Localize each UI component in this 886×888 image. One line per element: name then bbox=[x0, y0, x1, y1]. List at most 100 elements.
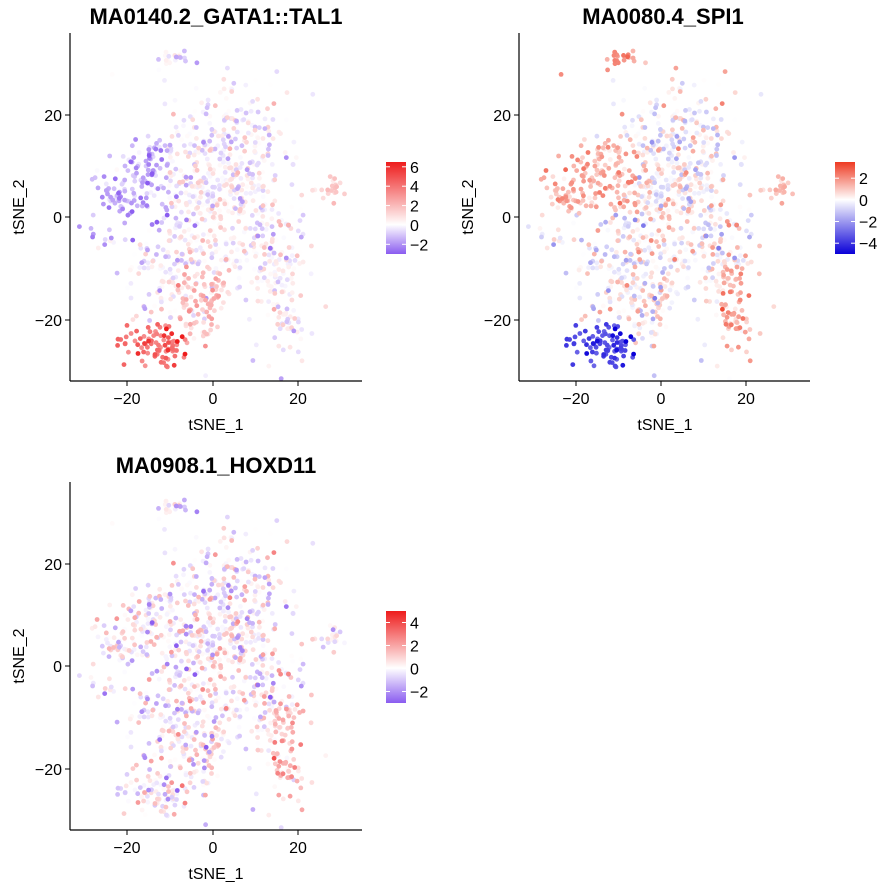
scatter-point bbox=[243, 559, 249, 565]
scatter-point bbox=[272, 647, 278, 653]
scatter-point bbox=[143, 644, 149, 650]
scatter-point bbox=[703, 291, 709, 297]
scatter-point bbox=[267, 531, 273, 537]
scatter-point bbox=[227, 146, 233, 152]
scatter-point bbox=[256, 574, 262, 579]
scatter-point bbox=[218, 706, 224, 712]
scatter-point bbox=[672, 241, 677, 247]
scatter-point bbox=[638, 117, 644, 123]
scatter-point bbox=[201, 700, 206, 705]
scatter-point bbox=[237, 206, 243, 212]
scatter-point bbox=[94, 168, 100, 173]
scatter-point bbox=[743, 253, 748, 259]
scatter-point bbox=[201, 681, 206, 686]
panel-title: MA0908.1_HOXD11 bbox=[116, 453, 317, 478]
scatter-point bbox=[674, 134, 680, 139]
scatter-point bbox=[191, 288, 197, 293]
scatter-point bbox=[219, 133, 225, 139]
scatter-point bbox=[231, 684, 237, 690]
scatter-point bbox=[188, 175, 194, 180]
scatter-point bbox=[221, 86, 227, 92]
scatter-point bbox=[266, 577, 272, 583]
scatter-point bbox=[188, 624, 194, 629]
scatter-point bbox=[270, 301, 276, 307]
scatter-point bbox=[218, 257, 224, 263]
scatter-point bbox=[275, 770, 281, 776]
scatter-point bbox=[255, 135, 261, 141]
scatter-point bbox=[166, 728, 172, 734]
scatter-point bbox=[231, 645, 237, 650]
scatter-point bbox=[160, 696, 166, 702]
scatter-point bbox=[632, 297, 638, 302]
scatter-point bbox=[594, 350, 599, 356]
scatter-point bbox=[250, 198, 256, 204]
scatter-point bbox=[267, 82, 273, 88]
scatter-point bbox=[209, 316, 215, 322]
scatter-point bbox=[157, 586, 163, 592]
scatter-point bbox=[624, 198, 630, 204]
scatter-point bbox=[673, 65, 679, 71]
scatter-point bbox=[197, 694, 203, 700]
scatter-point bbox=[717, 284, 722, 289]
scatter-point bbox=[556, 153, 561, 159]
scatter-point bbox=[125, 212, 131, 218]
scatter-point bbox=[199, 549, 205, 555]
scatter-point bbox=[134, 777, 140, 783]
scatter-point bbox=[252, 592, 258, 598]
scatter-point bbox=[200, 307, 205, 312]
scatter-point bbox=[247, 765, 252, 771]
scatter-point bbox=[263, 241, 269, 247]
scatter-point bbox=[679, 125, 685, 131]
scatter-point bbox=[676, 152, 681, 158]
scatter-point bbox=[654, 239, 659, 245]
scatter-point bbox=[272, 626, 278, 632]
scatter-point bbox=[272, 198, 278, 204]
scatter-point bbox=[128, 331, 134, 336]
scatter-point bbox=[627, 234, 633, 240]
scatter-point bbox=[200, 779, 206, 784]
scatter-point bbox=[146, 153, 152, 158]
scatter-point bbox=[209, 576, 215, 581]
scatter-point bbox=[131, 190, 137, 196]
scatter-point bbox=[641, 298, 647, 304]
scatter-point bbox=[626, 316, 632, 322]
y-axis-title: tSNE_2 bbox=[11, 628, 28, 683]
scatter-point bbox=[628, 213, 634, 219]
scatter-point bbox=[199, 147, 205, 153]
scatter-point bbox=[192, 223, 198, 229]
scatter-point bbox=[207, 113, 213, 119]
scatter-point bbox=[237, 614, 243, 619]
scatter-point bbox=[656, 113, 661, 119]
scatter-point bbox=[696, 190, 702, 196]
scatter-point bbox=[260, 233, 266, 239]
scatter-point bbox=[649, 251, 655, 256]
scatter-point bbox=[255, 286, 260, 291]
scatter-point bbox=[204, 554, 210, 560]
scatter-point bbox=[207, 570, 213, 575]
scatter-point bbox=[630, 143, 636, 149]
scatter-point bbox=[145, 709, 151, 715]
scatter-point bbox=[678, 225, 684, 231]
scatter-point bbox=[611, 342, 617, 348]
scatter-point bbox=[691, 226, 697, 231]
scatter-point bbox=[179, 658, 184, 664]
scatter-point bbox=[773, 191, 779, 197]
scatter-point bbox=[243, 675, 249, 680]
scatter-point bbox=[211, 270, 217, 275]
scatter-point bbox=[598, 222, 604, 227]
scatter-point bbox=[225, 514, 230, 520]
scatter-point bbox=[272, 761, 278, 767]
scatter-point bbox=[289, 774, 294, 780]
scatter-point bbox=[674, 160, 680, 166]
scatter-point bbox=[163, 708, 168, 714]
scatter-point bbox=[182, 237, 188, 243]
scatter-point bbox=[617, 200, 623, 206]
scatter-point bbox=[234, 707, 239, 713]
scatter-point bbox=[746, 293, 752, 298]
scatter-point bbox=[647, 190, 653, 195]
scatter-point bbox=[106, 646, 112, 651]
scatter-point bbox=[122, 669, 128, 675]
scatter-point bbox=[548, 194, 554, 200]
scatter-point bbox=[132, 642, 138, 648]
scatter-point bbox=[652, 180, 657, 186]
